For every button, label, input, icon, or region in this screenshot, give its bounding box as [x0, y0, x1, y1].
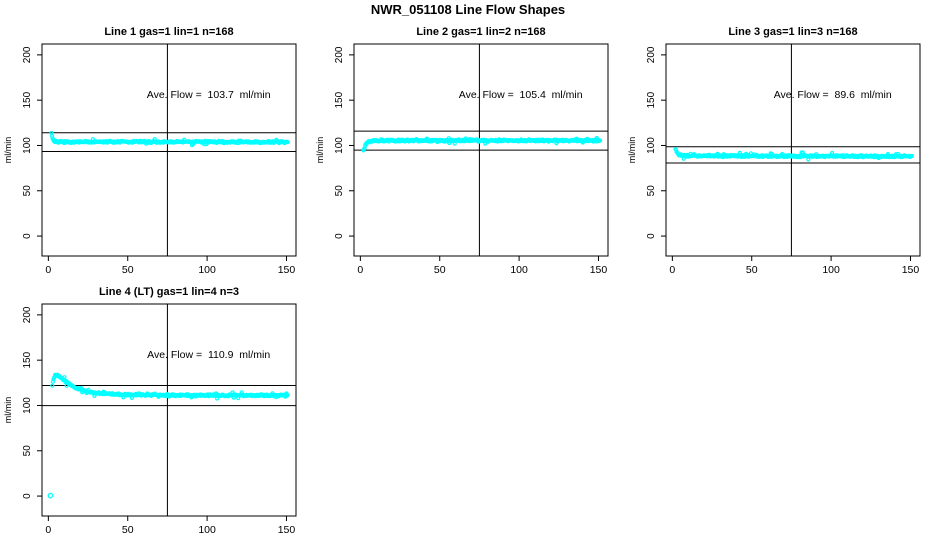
plot-border: [41, 303, 297, 517]
svg-text:150: 150: [278, 264, 296, 276]
avg-flow-annotation: Ave. Flow = 105.4 ml/min: [458, 88, 583, 101]
plot-border: [41, 43, 297, 257]
data-points: [361, 135, 603, 153]
data-points: [673, 147, 914, 162]
y-axis-ticks: 0 50 100 150 200: [646, 46, 666, 239]
plot-border: [665, 43, 921, 257]
svg-text:100: 100: [22, 137, 33, 154]
plot-canvas: 0 50 100 150 0 50 100 150 200 ml/min: [3, 43, 297, 276]
y-axis-ticks: 0 50 100 150 200: [334, 46, 354, 239]
svg-text:50: 50: [22, 185, 33, 197]
subplot-line-3: 0 50 100 150 0 50 100 150 200 ml/min Line 3 gas=1 …: [624, 20, 936, 280]
svg-text:200: 200: [334, 46, 345, 63]
svg-text:50: 50: [122, 264, 134, 276]
svg-text:100: 100: [822, 264, 840, 276]
svg-text:150: 150: [590, 264, 608, 276]
reference-lines: [666, 146, 920, 164]
svg-text:0: 0: [357, 264, 363, 276]
y-axis-label: ml/min: [3, 137, 13, 164]
subplot-title: Line 1 gas=1 lin=1 n=168: [104, 26, 234, 38]
svg-text:0: 0: [646, 233, 657, 239]
svg-text:50: 50: [334, 185, 345, 197]
svg-text:0: 0: [45, 524, 51, 536]
svg-text:200: 200: [646, 46, 657, 63]
svg-text:50: 50: [434, 264, 446, 276]
svg-text:150: 150: [278, 524, 296, 536]
subplot-line-1: 0 50 100 150 0 50 100 150 200 ml/min Line 1 gas=1 …: [0, 20, 312, 280]
svg-text:150: 150: [22, 91, 33, 108]
subplot-title: Line 2 gas=1 lin=2 n=168: [416, 26, 546, 38]
svg-text:150: 150: [902, 264, 920, 276]
svg-text:150: 150: [646, 91, 657, 108]
x-axis-ticks: 0 50 100 150: [669, 256, 919, 276]
svg-text:150: 150: [22, 351, 33, 368]
x-axis-ticks: 0 50 100 150: [45, 516, 295, 536]
subplot-line-2: 0 50 100 150 0 50 100 150 200 ml/min Line 2 gas=1 …: [312, 20, 624, 280]
svg-text:0: 0: [22, 493, 33, 499]
y-axis-label: ml/min: [3, 397, 13, 424]
svg-text:100: 100: [198, 524, 216, 536]
avg-flow-annotation: Ave. Flow = 110.9 ml/min: [147, 348, 271, 361]
data-points: [47, 372, 290, 499]
svg-text:100: 100: [646, 137, 657, 154]
page-title: NWR_051108 Line Flow Shapes: [370, 2, 566, 17]
y-axis-label: ml/min: [627, 137, 637, 164]
plot-canvas: 0 50 100 150 0 50 100 150 200 ml/min: [627, 43, 921, 276]
svg-text:200: 200: [22, 306, 33, 323]
subplot-title: Line 3 gas=1 lin=3 n=168: [728, 26, 858, 38]
svg-text:50: 50: [646, 185, 657, 197]
y-axis-label: ml/min: [315, 137, 325, 164]
svg-text:50: 50: [122, 524, 134, 536]
y-axis-ticks: 0 50 100 150 200: [22, 306, 42, 499]
reference-lines: [42, 132, 296, 153]
svg-text:50: 50: [746, 264, 758, 276]
x-axis-ticks: 0 50 100 150: [357, 256, 607, 276]
plot-canvas: 0 50 100 150 0 50 100 150 200 ml/min: [3, 303, 297, 536]
reference-lines: [42, 385, 296, 407]
reference-lines: [354, 130, 608, 151]
svg-text:150: 150: [334, 91, 345, 108]
x-axis-ticks: 0 50 100 150: [45, 256, 295, 276]
plot-canvas: 0 50 100 150 0 50 100 150 200 ml/min: [315, 43, 609, 276]
svg-text:0: 0: [45, 264, 51, 276]
svg-text:50: 50: [22, 445, 33, 457]
avg-flow-annotation: Ave. Flow = 103.7 ml/min: [146, 88, 271, 101]
subplot-line-4: 0 50 100 150 0 50 100 150 200 ml/min Line 4 (LT) g…: [0, 280, 312, 540]
data-points: [49, 130, 290, 148]
svg-text:0: 0: [334, 233, 345, 239]
y-axis-ticks: 0 50 100 150 200: [22, 46, 42, 239]
svg-text:0: 0: [22, 233, 33, 239]
svg-text:100: 100: [22, 397, 33, 414]
svg-text:100: 100: [198, 264, 216, 276]
avg-flow-annotation: Ave. Flow = 89.6 ml/min: [773, 88, 892, 101]
subplot-title: Line 4 (LT) gas=1 lin=4 n=3: [98, 286, 240, 298]
svg-text:200: 200: [22, 46, 33, 63]
svg-text:100: 100: [510, 264, 528, 276]
svg-text:0: 0: [669, 264, 675, 276]
svg-text:100: 100: [334, 137, 345, 154]
